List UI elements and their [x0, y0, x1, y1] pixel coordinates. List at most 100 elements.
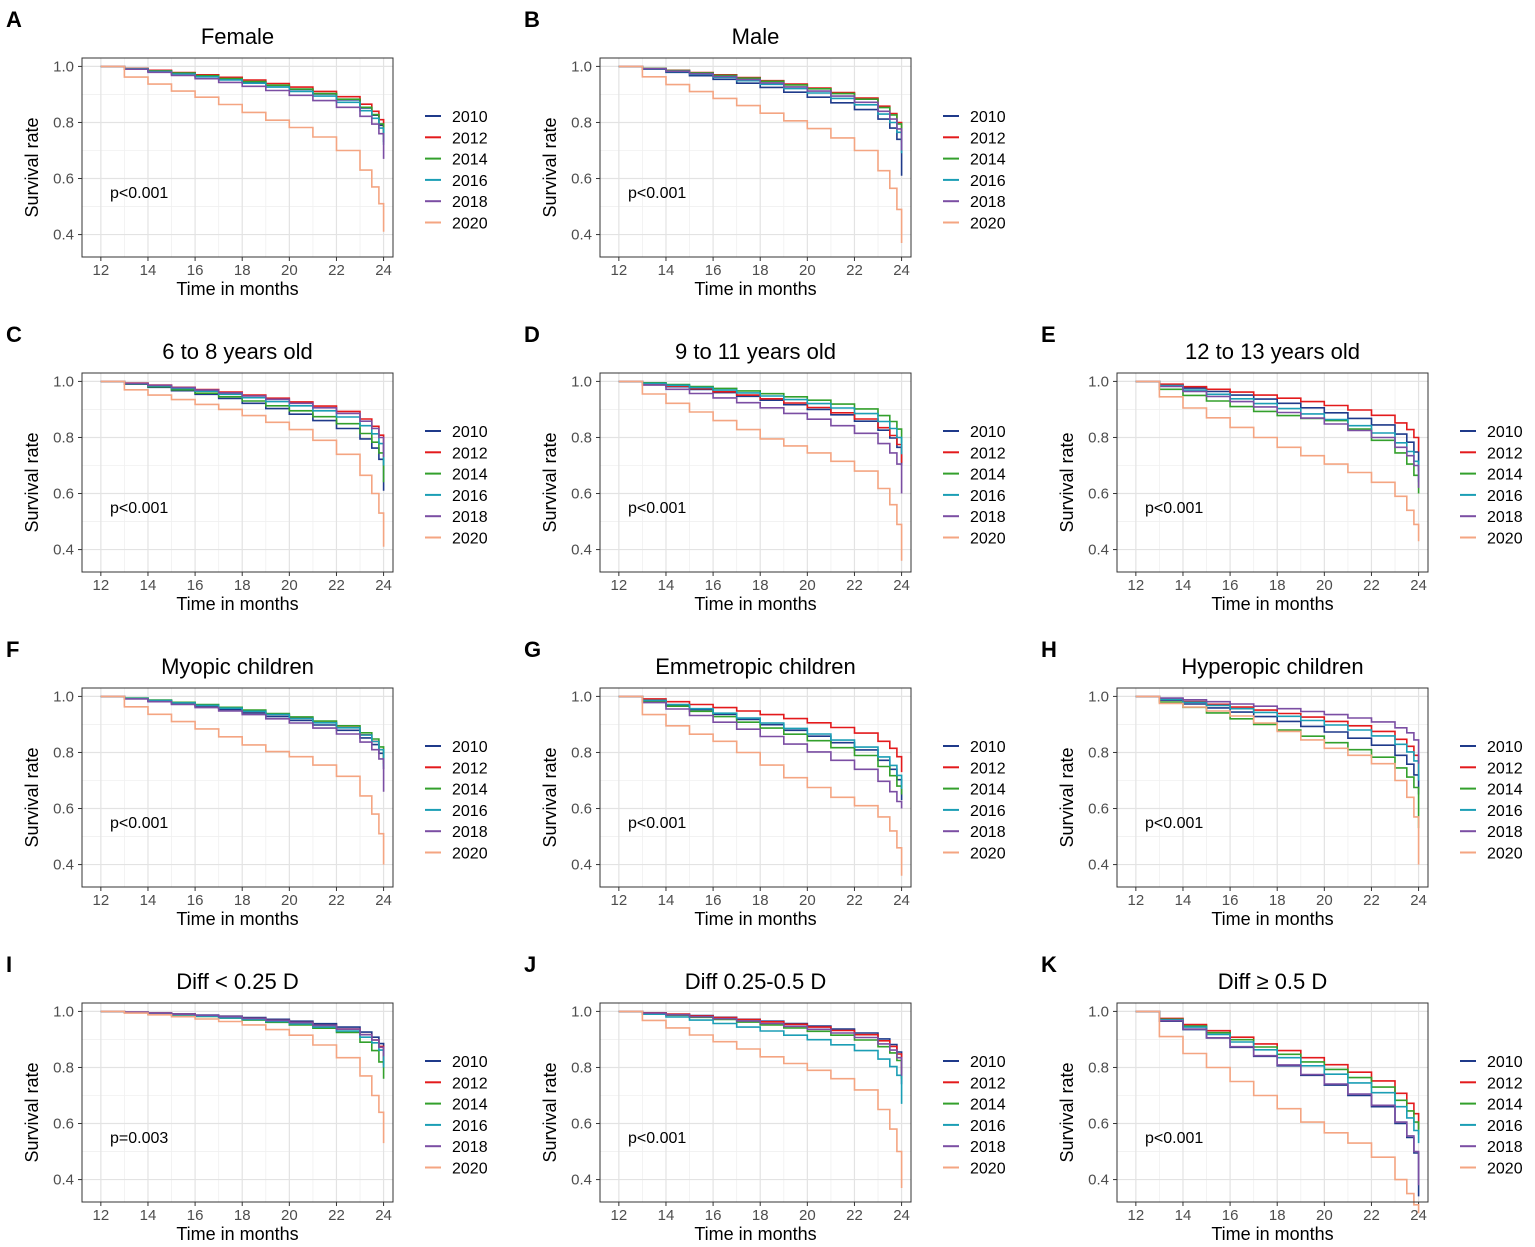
- legend-label-2016: 2016: [452, 803, 488, 820]
- panel-letter: D: [524, 322, 540, 347]
- series-line-2010: [1135, 695, 1420, 795]
- plot-area: [82, 688, 393, 887]
- tick-label-y: 0.4: [53, 1172, 74, 1189]
- legend-label-2012: 2012: [452, 760, 488, 777]
- tick-label-x: 16: [187, 262, 204, 279]
- legend-label-2020: 2020: [970, 1161, 1006, 1178]
- series-line-2018: [618, 380, 903, 494]
- legend-label-2020: 2020: [970, 531, 1006, 548]
- plot-area: [82, 58, 393, 257]
- p-value: p<0.001: [628, 815, 686, 832]
- tick-label-x: 12: [1128, 577, 1145, 594]
- tick-label-x: 18: [234, 1207, 251, 1224]
- tick-label-y: 1.0: [1088, 1003, 1109, 1020]
- tick-label-x: 12: [611, 1207, 628, 1224]
- panel-letter: J: [524, 952, 536, 977]
- panel-d: D 9 to 11 years old 12 14 16 18 20 22 24 0.4 0.6 0.…: [524, 322, 1006, 614]
- tick-label-x: 24: [893, 262, 910, 279]
- x-axis-label: Time in months: [176, 594, 298, 614]
- tick-label-x: 22: [846, 892, 863, 909]
- tick-label-x: 20: [799, 262, 816, 279]
- series-line-2016: [618, 1010, 903, 1104]
- series-line-2020: [1135, 1010, 1420, 1214]
- plot-border: [599, 57, 912, 258]
- legend-label-2010: 2010: [970, 424, 1006, 441]
- p-value: p<0.001: [110, 815, 168, 832]
- legend: 2010 2012 2014 2016 2018 2020: [943, 424, 1006, 548]
- plot-area: [1117, 688, 1428, 887]
- tick-label-x: 14: [1175, 577, 1192, 594]
- legend-label-2020: 2020: [452, 846, 488, 863]
- tick-label-x: 16: [705, 262, 722, 279]
- tick-label-x: 12: [611, 262, 628, 279]
- tick-label-x: 12: [93, 577, 110, 594]
- tick-label-x: 24: [1410, 1207, 1427, 1224]
- legend-label-2014: 2014: [452, 1097, 488, 1114]
- plot-area: [600, 688, 911, 887]
- legend-label-2020: 2020: [452, 1161, 488, 1178]
- series-line-2012: [618, 695, 903, 773]
- y-axis-label: Survival rate: [1057, 432, 1077, 532]
- tick-label-y: 0.8: [1088, 429, 1109, 446]
- series-line-2020: [618, 695, 903, 876]
- legend-label-2010: 2010: [452, 1054, 488, 1071]
- panel-b: B Male 12 14 16 18 20 22 24 0.4 0.6 0.8 1.0 p<0.001 Ti…: [524, 7, 1006, 299]
- panel-title: 12 to 13 years old: [1185, 339, 1360, 364]
- x-axis-label: Time in months: [176, 909, 298, 929]
- tick-label-x: 20: [1316, 1207, 1333, 1224]
- legend-label-2018: 2018: [970, 194, 1006, 211]
- legend: 2010 2012 2014 2016 2018 2020: [943, 1054, 1006, 1178]
- tick-label-x: 12: [1128, 1207, 1145, 1224]
- legend-label-2012: 2012: [970, 760, 1006, 777]
- series-line-2018: [100, 1010, 385, 1057]
- tick-label-x: 20: [799, 577, 816, 594]
- p-value: p<0.001: [110, 185, 168, 202]
- legend-label-2014: 2014: [1487, 467, 1523, 484]
- series-line-2012: [618, 380, 903, 463]
- series-line-2020: [618, 380, 903, 561]
- plot-border: [1116, 1002, 1429, 1203]
- legend-label-2012: 2012: [1487, 445, 1523, 462]
- tick-label-y: 0.4: [571, 542, 592, 559]
- legend: 2010 2012 2014 2016 2018 2020: [1460, 739, 1523, 863]
- tick-label-y: 0.6: [571, 486, 592, 503]
- panel-letter: A: [6, 7, 22, 32]
- legend-label-2016: 2016: [970, 1118, 1006, 1135]
- legend-label-2014: 2014: [970, 1097, 1006, 1114]
- legend-label-2020: 2020: [452, 216, 488, 233]
- plot-area: [600, 1003, 911, 1202]
- tick-label-y: 0.4: [571, 227, 592, 244]
- series-line-2010: [1135, 380, 1420, 472]
- legend-label-2016: 2016: [970, 173, 1006, 190]
- p-value: p<0.001: [628, 185, 686, 202]
- series-line-2020: [618, 65, 903, 243]
- tick-label-y: 0.6: [571, 801, 592, 818]
- x-axis-label: Time in months: [176, 1224, 298, 1244]
- tick-label-x: 24: [375, 892, 392, 909]
- series-line-2020: [1135, 695, 1420, 865]
- tick-label-y: 0.6: [571, 171, 592, 188]
- series-line-2018: [618, 695, 903, 809]
- tick-label-y: 1.0: [1088, 373, 1109, 390]
- legend-label-2016: 2016: [1487, 803, 1523, 820]
- tick-label-y: 0.6: [1088, 486, 1109, 503]
- y-axis-label: Survival rate: [540, 117, 560, 217]
- series-line-2018: [1135, 695, 1420, 764]
- series-line-2016: [618, 380, 903, 455]
- panel-title: Myopic children: [161, 654, 314, 679]
- plot-area: [82, 1003, 393, 1202]
- x-axis-label: Time in months: [176, 279, 298, 299]
- series-line-2018: [100, 695, 385, 792]
- tick-label-y: 1.0: [53, 373, 74, 390]
- tick-label-x: 14: [1175, 892, 1192, 909]
- panel-e: E 12 to 13 years old 12 14 16 18 20 22 24 0.4 0.6 0…: [1041, 322, 1523, 614]
- tick-label-x: 16: [1222, 892, 1239, 909]
- y-axis-label: Survival rate: [540, 432, 560, 532]
- panel-letter: C: [6, 322, 22, 347]
- legend-label-2012: 2012: [452, 445, 488, 462]
- tick-label-x: 22: [846, 577, 863, 594]
- p-value: p=0.003: [110, 1130, 168, 1147]
- series-line-2016: [1135, 695, 1420, 781]
- legend-label-2018: 2018: [1487, 1139, 1523, 1156]
- legend-label-2018: 2018: [1487, 824, 1523, 841]
